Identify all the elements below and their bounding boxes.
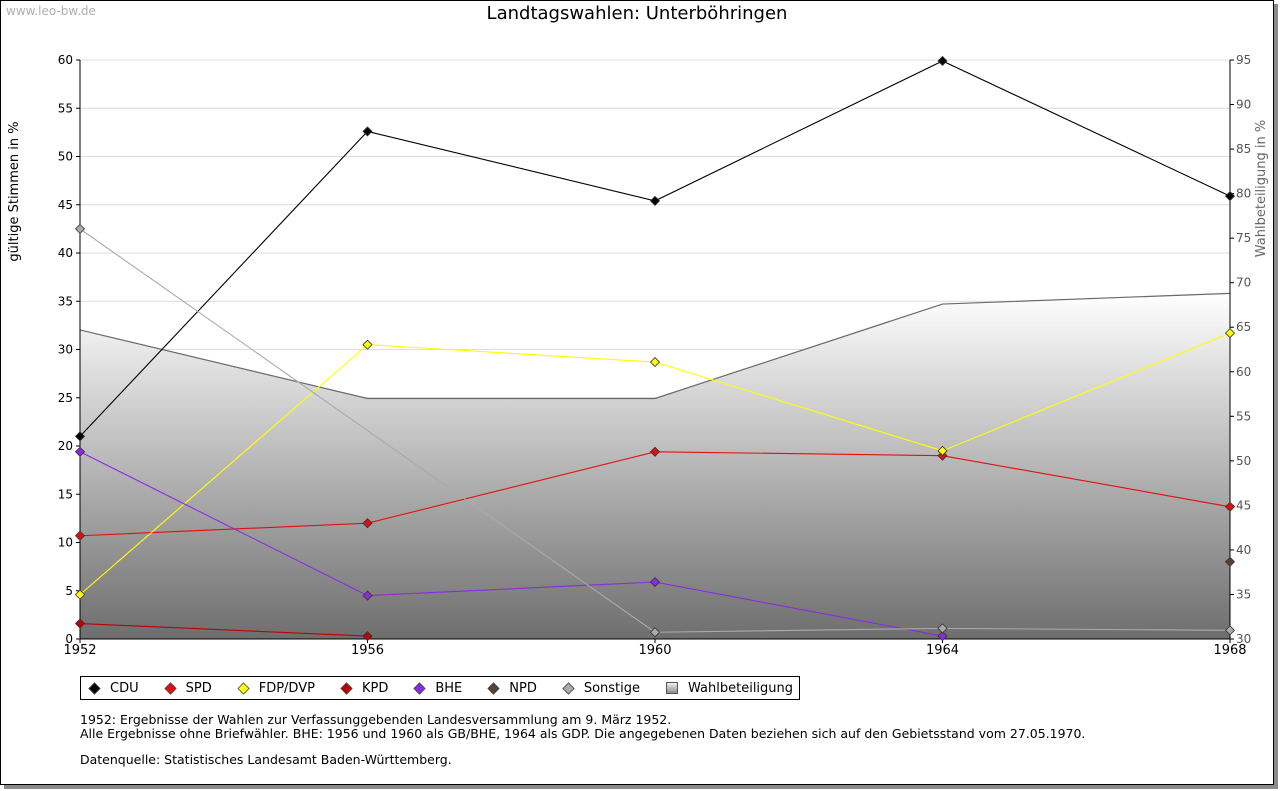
- y-left-tick-label: 20: [58, 439, 73, 453]
- data-point-kpd: [362, 631, 373, 642]
- chart-canvas: 0 5 10 15 20 25 30 35 40 45 50 55 60 30 35 40 45 50 55 60 65…: [7, 53, 1269, 658]
- data-point-fdpdvp: [74, 589, 86, 600]
- data-point-cdu: [937, 55, 948, 67]
- data-source: Datenquelle: Statistisches Landesamt Bad…: [80, 752, 452, 767]
- data-point-fdpdvp: [1224, 328, 1236, 339]
- data-point-bhe: [649, 576, 661, 588]
- x-tick-label: 1956: [351, 643, 384, 658]
- data-point-sonstige: [937, 623, 948, 634]
- watermark: www.leo-bw.de: [6, 4, 96, 18]
- legend-label: SPD: [185, 680, 212, 696]
- x-tick-label: 1964: [926, 643, 959, 658]
- chart-title: Landtagswahlen: Unterböhringen: [486, 3, 788, 24]
- legend-label: Wahlbeteiligung: [688, 680, 794, 696]
- legend-item: Sonstige: [559, 681, 640, 696]
- data-point-sonstige: [74, 223, 86, 234]
- legend-box-icon: [666, 682, 679, 694]
- series-line-sonstige: [79, 228, 1231, 633]
- turnout-area: [80, 293, 1230, 639]
- y-right-tick-label: 70: [1236, 276, 1251, 290]
- data-point-spd: [362, 518, 373, 529]
- y-left-tick-label: 60: [58, 53, 73, 67]
- y-right-tick-label: 30: [1236, 632, 1251, 646]
- data-point-cdu: [362, 126, 373, 137]
- series-line-kpd: [79, 623, 368, 637]
- legend-label: FDP/DVP: [258, 680, 315, 696]
- y-left-tick-label: 5: [65, 584, 73, 598]
- y-left-tick-label: 25: [58, 391, 73, 405]
- data-point-cdu: [649, 195, 661, 206]
- data-point-sonstige: [1224, 625, 1236, 636]
- y-left-tick-label: 45: [58, 198, 73, 212]
- data-point-spd: [649, 446, 661, 457]
- notes: 1952: Ergebnisse der Wahlen zur Verfassu…: [80, 713, 1085, 767]
- data-point-fdpdvp: [362, 339, 373, 350]
- data-point-bhe: [362, 590, 373, 601]
- data-point-kpd: [74, 618, 86, 629]
- y-right-tick-label: 65: [1236, 320, 1251, 334]
- legend-diamond-icon: [340, 681, 353, 695]
- turnout-line: [79, 292, 1231, 400]
- y-right-tick-label: 55: [1236, 409, 1251, 423]
- y-left-tick-label: 15: [58, 487, 73, 501]
- legend-label: Sonstige: [583, 680, 641, 696]
- data-point-spd: [74, 530, 86, 541]
- series-line-bhe: [79, 451, 943, 637]
- y-right-tick-label: 50: [1236, 454, 1251, 468]
- legend-label: KPD: [361, 680, 389, 696]
- legend-diamond-icon: [487, 681, 500, 695]
- legend-item: Wahlbeteiligung: [662, 681, 793, 696]
- legend-item: FDP/DVP: [234, 681, 315, 696]
- x-tick-label: 1960: [638, 643, 671, 658]
- legend-item: CDU: [85, 681, 139, 696]
- legend-diamond-icon: [164, 681, 177, 695]
- legend-item: BHE: [410, 681, 462, 696]
- data-point-bhe: [937, 631, 948, 642]
- data-point-fdpdvp: [937, 445, 948, 456]
- data-point-fdpdvp: [649, 356, 661, 368]
- data-point-sonstige: [649, 627, 661, 638]
- y-right-tick-label: 85: [1236, 142, 1251, 156]
- y-right-tick-label: 80: [1236, 187, 1251, 201]
- y-right-tick-label: 60: [1236, 365, 1251, 379]
- y-axis-right-title: Wahlbeteiligung in %: [1254, 120, 1269, 257]
- data-point-cdu: [1224, 190, 1236, 202]
- data-point-bhe: [74, 446, 86, 457]
- note-line-2: Alle Ergebnisse ohne Briefwähler. BHE: 1…: [80, 725, 1086, 741]
- y-right-tick-label: 35: [1236, 587, 1251, 601]
- data-point-spd: [1224, 501, 1236, 512]
- y-left-tick-label: 10: [58, 536, 73, 550]
- legend-diamond-icon: [413, 681, 426, 695]
- x-tick-label: 1952: [63, 643, 96, 658]
- y-right-tick-label: 75: [1236, 231, 1251, 245]
- y-right-tick-label: 40: [1236, 543, 1251, 557]
- legend-item: NPD: [484, 681, 537, 696]
- y-left-tick-label: 40: [58, 246, 73, 260]
- y-axis-left-title: gültige Stimmen in %: [7, 121, 22, 261]
- y-left-tick-label: 0: [65, 632, 73, 646]
- legend-diamond-icon: [237, 681, 250, 695]
- x-tick-label: 1968: [1213, 643, 1246, 658]
- data-point-cdu: [74, 431, 86, 442]
- legend-diamond-icon: [88, 681, 101, 695]
- legend-item: KPD: [337, 681, 388, 696]
- note-line-1: 1952: Ergebnisse der Wahlen zur Verfassu…: [80, 712, 672, 727]
- data-point-npd: [1224, 556, 1236, 567]
- y-right-tick-label: 45: [1236, 498, 1251, 512]
- y-right-tick-label: 90: [1236, 98, 1251, 112]
- y-right-tick-label: 95: [1236, 53, 1251, 67]
- y-left-tick-label: 30: [58, 343, 73, 357]
- y-left-tick-label: 55: [58, 101, 73, 115]
- y-left-tick-label: 50: [58, 150, 73, 164]
- legend-label: BHE: [435, 680, 463, 696]
- legend-label: CDU: [110, 680, 139, 696]
- y-left-tick-label: 35: [58, 294, 73, 308]
- legend-diamond-icon: [562, 681, 575, 695]
- legend-label: NPD: [509, 680, 537, 696]
- legend: CDU SPD FDP/DVP KPD BHE NPD Sonstige Wahlbeteil…: [80, 676, 801, 700]
- legend-item: SPD: [161, 681, 212, 696]
